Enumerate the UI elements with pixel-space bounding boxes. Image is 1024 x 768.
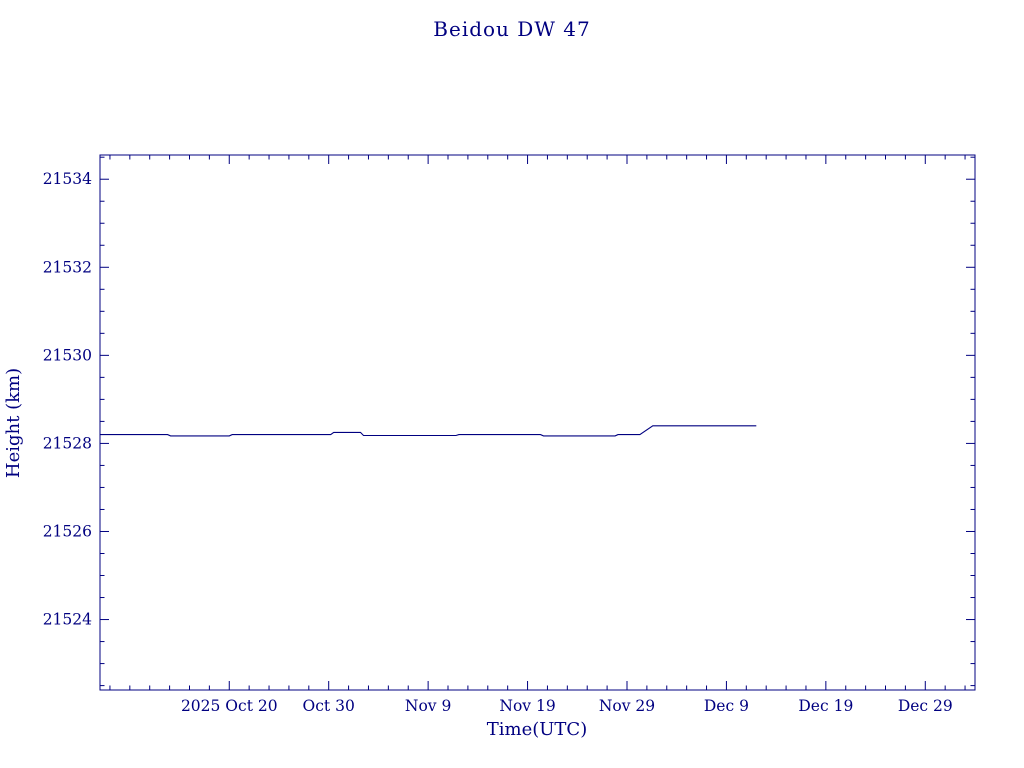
height-series-line [100,425,757,437]
y-tick-label: 21534 [43,170,92,188]
x-tick-label: Dec 29 [898,697,953,715]
y-tick-label: 21530 [43,346,92,364]
x-axis-label: Time(UTC) [486,719,588,740]
x-tick-label: Oct 30 [303,697,355,715]
y-tick-label: 21524 [43,611,92,629]
x-tick-label: 2025 Oct 20 [181,697,278,715]
x-tick-label: Dec 9 [704,697,749,715]
y-tick-label: 21526 [43,522,92,540]
y-tick-label: 21532 [43,258,92,276]
x-tick-label: Nov 9 [405,697,451,715]
x-tick-label: Nov 19 [499,697,555,715]
y-tick-label: 21528 [43,434,92,452]
x-tick-label: Dec 19 [798,697,853,715]
x-tick-label: Nov 29 [599,697,655,715]
chart-title: Beidou DW 47 [433,17,591,41]
